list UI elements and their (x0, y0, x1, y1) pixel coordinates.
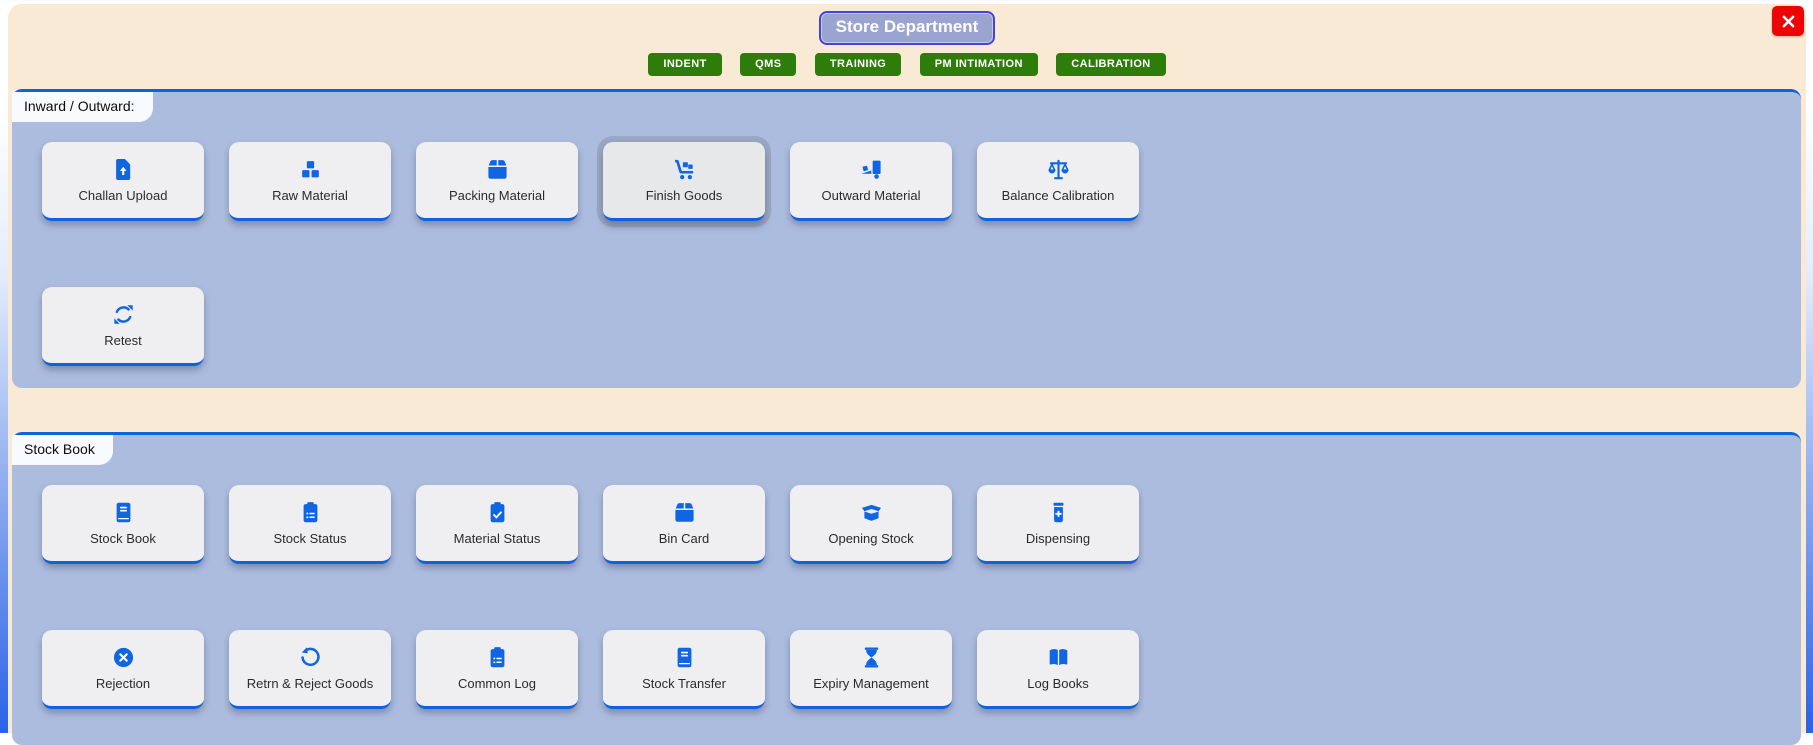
box-open-icon (860, 501, 883, 524)
tile-label: Opening Stock (828, 530, 914, 546)
tile-label: Rejection (95, 675, 151, 691)
tile-opening-stock[interactable]: Opening Stock (790, 485, 952, 564)
nav-button-calibration[interactable]: CALIBRATION (1056, 53, 1166, 76)
tile-balance-calibration[interactable]: Balance Calibration (977, 142, 1139, 221)
clipboard-check-icon (486, 501, 509, 524)
tile-label: Material Status (453, 530, 541, 546)
tile-label: Stock Status (273, 530, 347, 546)
header: Store Department (8, 4, 1806, 45)
tile-row: Rejection Retrn & Reject Goods Common Lo… (42, 630, 1771, 709)
file-upload-icon (112, 158, 135, 181)
tile-row: Stock Book Stock Status Material Status … (42, 485, 1771, 564)
tile-label: Expiry Management (813, 675, 929, 691)
tile-outward-material[interactable]: Outward Material (790, 142, 952, 221)
undo-icon (299, 646, 322, 669)
tile-challan-upload[interactable]: Challan Upload (42, 142, 204, 221)
tile-label: Retest (104, 332, 142, 348)
clipboard-list-icon (486, 646, 509, 669)
tile-label: Outward Material (821, 187, 921, 203)
tile-stock-status[interactable]: Stock Status (229, 485, 391, 564)
truck-ramp-box-icon (860, 158, 883, 181)
nav-button-training[interactable]: TRAINING (814, 53, 902, 76)
tile-label: Stock Book (90, 530, 156, 546)
section-tab-stock-book: Stock Book (12, 435, 113, 465)
circle-xmark-icon (112, 646, 135, 669)
tile-log-books[interactable]: Log Books (977, 630, 1139, 709)
nav-bar: INDENT QMS TRAINING PM INTIMATION CALIBR… (8, 53, 1806, 76)
page-title: Store Department (818, 11, 996, 45)
box-icon (673, 501, 696, 524)
tile-label: Finish Goods (645, 187, 723, 203)
tile-row: Challan Upload Raw Material Packing Mate… (42, 142, 1771, 221)
store-department-window: Store Department INDENT QMS TRAINING PM … (8, 4, 1806, 745)
tile-retrn-reject-goods[interactable]: Retrn & Reject Goods (229, 630, 391, 709)
box-icon (486, 158, 509, 181)
nav-button-qms[interactable]: QMS (740, 53, 797, 76)
tile-stock-book[interactable]: Stock Book (42, 485, 204, 564)
tile-stock-transfer[interactable]: Stock Transfer (603, 630, 765, 709)
tile-raw-material[interactable]: Raw Material (229, 142, 391, 221)
tile-label: Dispensing (1025, 530, 1091, 546)
sync-icon (112, 303, 135, 326)
prescription-bottle-icon (1047, 501, 1070, 524)
tile-expiry-management[interactable]: Expiry Management (790, 630, 952, 709)
tile-packing-material[interactable]: Packing Material (416, 142, 578, 221)
hourglass-icon (860, 646, 883, 669)
section-stock-book: Stock Book Stock Book Stock Status Mater… (12, 432, 1801, 745)
balance-scale-icon (1047, 158, 1070, 181)
tile-label: Log Books (1027, 675, 1089, 691)
tile-finish-goods[interactable]: Finish Goods (603, 142, 765, 221)
tile-label: Common Log (457, 675, 537, 691)
book-icon (673, 646, 696, 669)
tile-material-status[interactable]: Material Status (416, 485, 578, 564)
clipboard-list-icon (299, 501, 322, 524)
tiles-area: Stock Book Stock Status Material Status … (12, 465, 1801, 731)
tile-label: Packing Material (448, 187, 546, 203)
section-tab-inward-outward: Inward / Outward: (12, 92, 153, 122)
tile-label: Bin Card (658, 530, 710, 546)
nav-button-indent[interactable]: INDENT (648, 53, 722, 76)
close-button[interactable] (1772, 6, 1804, 36)
tile-retest[interactable]: Retest (42, 287, 204, 366)
tile-label: Challan Upload (78, 187, 168, 203)
tile-bin-card[interactable]: Bin Card (603, 485, 765, 564)
cubes-icon (299, 158, 322, 181)
tile-label: Stock Transfer (642, 675, 726, 691)
nav-button-pm-intimation[interactable]: PM INTIMATION (919, 53, 1038, 76)
tile-row: Retest (42, 287, 1771, 366)
tile-rejection[interactable]: Rejection (42, 630, 204, 709)
tile-label: Raw Material (272, 187, 348, 203)
dolly-icon (673, 158, 696, 181)
tile-label: Retrn & Reject Goods (246, 675, 374, 691)
tiles-area: Challan Upload Raw Material Packing Mate… (12, 122, 1801, 388)
tile-common-log[interactable]: Common Log (416, 630, 578, 709)
section-inward-outward: Inward / Outward: Challan Upload Raw Mat… (12, 89, 1801, 388)
tile-dispensing[interactable]: Dispensing (977, 485, 1139, 564)
tile-label: Balance Calibration (1001, 187, 1115, 203)
book-open-icon (1047, 646, 1070, 669)
book-icon (112, 501, 135, 524)
close-icon (1782, 15, 1794, 27)
